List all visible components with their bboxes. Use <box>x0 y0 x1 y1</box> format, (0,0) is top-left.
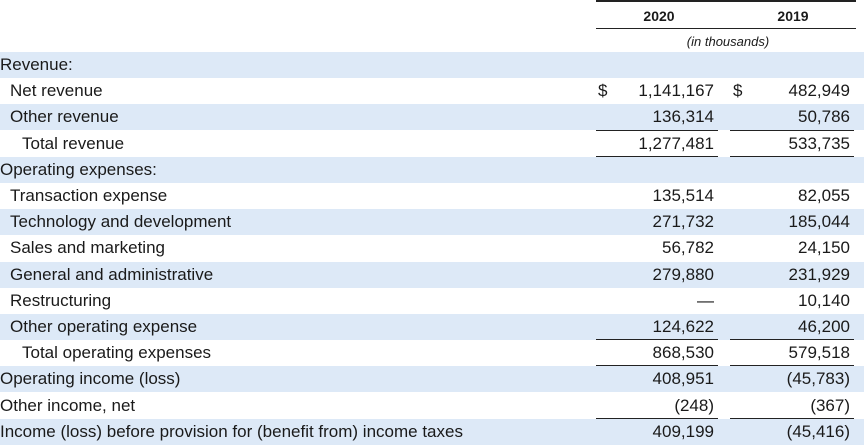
value-2020: 271,732 <box>652 212 714 232</box>
value-2019: (45,416) <box>786 421 850 441</box>
table-row: Net revenue $ $1,141,167 482,949 <box>0 78 864 104</box>
row-label: Other revenue <box>10 107 119 127</box>
year-underline <box>596 28 856 29</box>
row-label: Transaction expense <box>10 186 168 205</box>
value-2020: 868,530 <box>652 343 714 363</box>
value-2019: 231,929 <box>788 264 850 284</box>
total-rule-revenue-2020 <box>596 156 718 157</box>
value-2020: (248) <box>674 395 714 415</box>
table-row: Total revenue 1,277,481 533,735 <box>0 131 864 157</box>
row-label: Net revenue <box>10 81 103 101</box>
table-row: Sales and marketing 56,782 24,150 <box>0 235 864 261</box>
table-row: Total operating expenses 868,530 579,518 <box>0 340 864 366</box>
table-row: Technology and development 271,732 185,044 <box>0 209 864 236</box>
value-2019: (45,783) <box>786 369 850 389</box>
value-2020: 1,141,167 <box>638 81 714 101</box>
row-label: Technology and development <box>10 212 232 232</box>
header-top-rule <box>596 0 856 2</box>
row-label: Total revenue <box>22 133 125 153</box>
subtotal-rule-other-2020 <box>596 418 718 419</box>
row-label: Other income, net <box>0 395 136 415</box>
currency-symbol: $ <box>598 81 608 101</box>
column-header-2019: 2019 <box>777 8 809 24</box>
subtotal-rule-opex-2019 <box>730 339 854 340</box>
value-2020: 409,199 <box>652 421 714 441</box>
column-header-2020: 2020 <box>643 8 675 24</box>
value-2019: 533,735 <box>788 133 850 153</box>
value-2019: 185,044 <box>788 212 850 232</box>
subtotal-rule-other-2019 <box>730 418 854 419</box>
units-note: (in thousands) <box>686 34 770 49</box>
table-row: Operating income (loss) 408,951 (45,783) <box>0 366 864 393</box>
table-row: Revenue: <box>0 52 864 78</box>
subtotal-rule-revenue-2020 <box>596 130 718 131</box>
value-2019: (367) <box>810 395 850 415</box>
value-2020: 408,951 <box>652 369 714 389</box>
table-row: Operating expenses: <box>0 156 864 183</box>
subtotal-rule-opex-2020 <box>596 339 718 340</box>
value-2020: 135,514 <box>652 186 714 205</box>
value-2020: — <box>697 290 714 310</box>
table-row: General and administrative 279,880 231,929 <box>0 261 864 288</box>
table-row: Other operating expense 124,622 46,200 <box>0 314 864 340</box>
table-row: Other income, net (248) (367) <box>0 393 864 419</box>
value-2020: 1,277,481 <box>638 133 714 153</box>
value-2019: 24,150 <box>798 238 850 258</box>
total-rule-revenue-2019 <box>730 156 854 157</box>
table-row: Transaction expense 135,514 82,055 <box>0 183 864 209</box>
value-2019: 579,518 <box>788 343 850 363</box>
subtotal-rule-revenue-2019 <box>730 130 854 131</box>
value-2019: 10,140 <box>798 290 850 310</box>
value-2020: 136,314 <box>652 107 714 127</box>
value-2019: 482,949 <box>788 81 850 101</box>
value-2019: 50,786 <box>798 107 850 127</box>
row-label: Sales and marketing <box>10 238 165 258</box>
value-2020: 124,622 <box>652 317 714 336</box>
row-label: Operating income (loss) <box>0 369 181 389</box>
table-row: Income (loss) before provision for (bene… <box>0 418 864 445</box>
currency-symbol: $ <box>733 81 743 101</box>
row-label: Total operating expenses <box>22 343 212 363</box>
row-label: Restructuring <box>10 290 112 310</box>
value-2020: 279,880 <box>652 264 714 284</box>
total-rule-opex-2020 <box>596 365 718 366</box>
table-row: Other revenue 136,314 50,786 <box>0 104 864 131</box>
row-label: Operating expenses: <box>0 159 157 179</box>
table-row: Restructuring — 10,140 <box>0 288 864 314</box>
row-label: General and administrative <box>10 264 214 284</box>
row-label: Other operating expense <box>10 317 198 336</box>
value-2019: 46,200 <box>798 317 850 336</box>
value-2019: 82,055 <box>798 186 850 205</box>
row-label: Income (loss) before provision for (bene… <box>0 421 463 441</box>
total-rule-opex-2019 <box>730 365 854 366</box>
row-label: Revenue: <box>0 55 73 74</box>
table-header: 2020 2019 (in thousands) <box>0 0 864 52</box>
value-2020: 56,782 <box>662 238 714 258</box>
